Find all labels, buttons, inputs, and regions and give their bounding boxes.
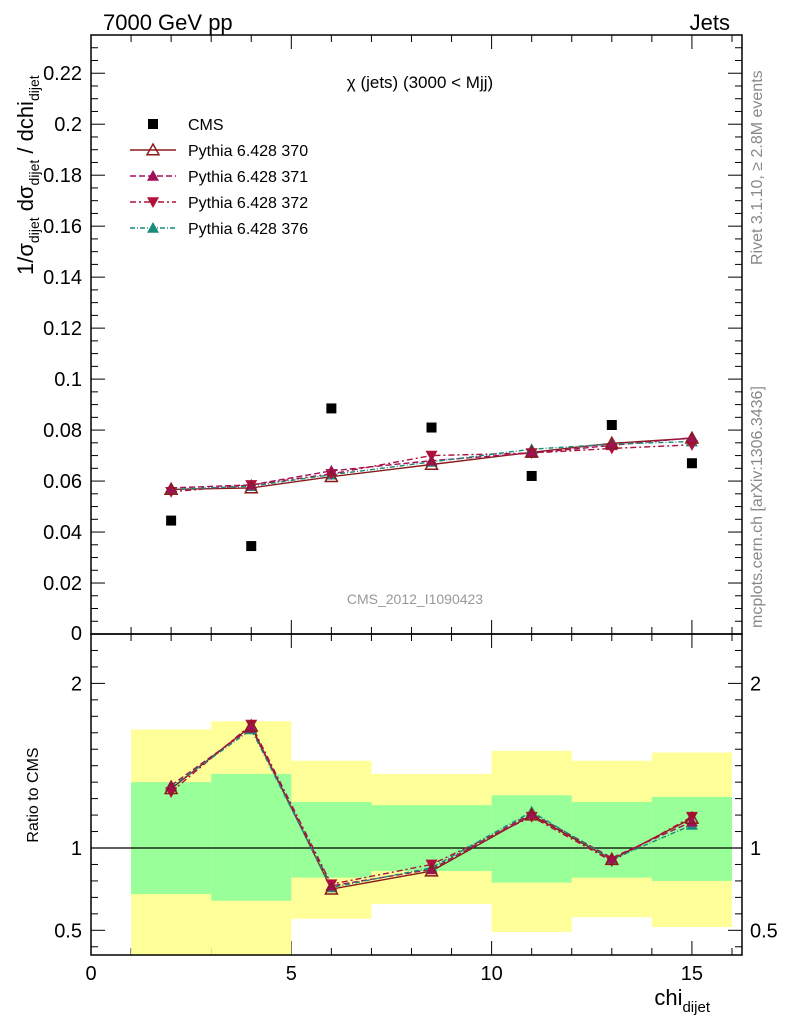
mcplots-label: mcplots.cern.ch [arXiv:1306.3436] (749, 386, 766, 628)
ratio-series-point (243, 718, 259, 732)
data-point (326, 403, 337, 414)
y-tick-label: 0.02 (43, 573, 82, 595)
series-point (685, 431, 698, 443)
ratio-plot: 0 5 10 15 0.5 0.5 1 1 2 2 (54, 633, 778, 985)
x-tick-label: 10 (480, 963, 502, 985)
ratio-tick-label: 1 (71, 838, 82, 860)
legend-label-data: CMS (188, 117, 224, 134)
y-tick-label: 0.06 (43, 471, 82, 493)
legend-label: Pythia 6.428 370 (188, 143, 308, 160)
legend-marker (147, 222, 159, 233)
ratio-series-point (245, 721, 258, 733)
series-point (524, 444, 539, 458)
analysis-watermark: CMS_2012_I1090423 (347, 591, 483, 607)
process-label: Jets (690, 10, 730, 35)
ratio-band-inner (211, 773, 292, 901)
data-point (426, 422, 437, 433)
series-point (525, 447, 538, 458)
rivet-version-label: Rivet 3.1.10, ≥ 2.8M events (749, 70, 766, 265)
y-tick-label: 0 (71, 623, 82, 645)
main-plot: 0.02 0.04 0.06 0.08 0.1 0.12 0.14 0.16 0.18 0.2 0.… (43, 34, 743, 955)
ratio-series-point (524, 807, 539, 821)
ratio-series-point (604, 851, 620, 866)
data-point (606, 419, 617, 430)
legend: CMS Pythia 6.428 370 Pythia 6.428 371 Pythi… (130, 117, 308, 238)
y-tick-label: 0.12 (43, 318, 82, 340)
data-point (686, 458, 697, 469)
y-tick-label: 0.14 (43, 267, 82, 289)
ratio-band-inner (651, 796, 732, 881)
series-point (243, 480, 259, 494)
legend-label: Pythia 6.428 372 (188, 195, 308, 212)
y-tick-label: 0.22 (43, 63, 82, 85)
main-y-axis-label: 1/σdijet dσdijet / dchidijet (13, 75, 42, 275)
ratio-frame (90, 633, 743, 956)
ratio-band-inner (291, 801, 372, 878)
legend-marker-data (148, 119, 158, 129)
ratio-series-point (163, 781, 179, 795)
y-tick-label: 0.16 (43, 216, 82, 238)
ratio-series-point (324, 881, 339, 895)
legend-label: Pythia 6.428 371 (188, 169, 308, 186)
data-point (246, 541, 257, 552)
series-point (324, 469, 339, 483)
x-tick-label: 0 (85, 963, 96, 985)
x-axis-label: chidijet (654, 985, 710, 1016)
x-tick-label: 15 (681, 963, 703, 985)
plot-title: χ (jets) (3000 < Mjj) (347, 73, 493, 92)
legend-marker (147, 170, 159, 181)
ratio-series-point (684, 810, 700, 824)
legend-marker (147, 197, 159, 208)
y-tick-label: 0.2 (54, 114, 82, 136)
y-tick-label: 0.1 (54, 369, 82, 391)
series-point (163, 481, 179, 496)
series-point (424, 456, 439, 471)
ratio-tick-label: 0.5 (54, 920, 82, 942)
ratio-y-axis-label: Ratio to CMS (25, 747, 42, 842)
series-point (604, 435, 620, 449)
y-tick-label: 0.08 (43, 420, 82, 442)
legend-marker (145, 142, 161, 156)
ratio-tick-label-right: 1 (750, 838, 761, 860)
y-tick-label: 0.18 (43, 165, 82, 187)
ratio-series-point (424, 863, 439, 877)
y-tick-label: 0.04 (43, 522, 82, 544)
data-point (166, 515, 177, 526)
ratio-tick-label-right: 2 (750, 673, 761, 695)
ratio-tick-label: 2 (71, 673, 82, 695)
ratio-band-inner (131, 782, 212, 895)
series-point (684, 430, 700, 444)
energy-label: 7000 GeV pp (103, 10, 233, 35)
data-point (526, 470, 537, 481)
legend-label: Pythia 6.428 376 (188, 221, 308, 238)
ratio-tick-label-right: 0.5 (750, 920, 778, 942)
x-tick-label: 5 (286, 963, 297, 985)
